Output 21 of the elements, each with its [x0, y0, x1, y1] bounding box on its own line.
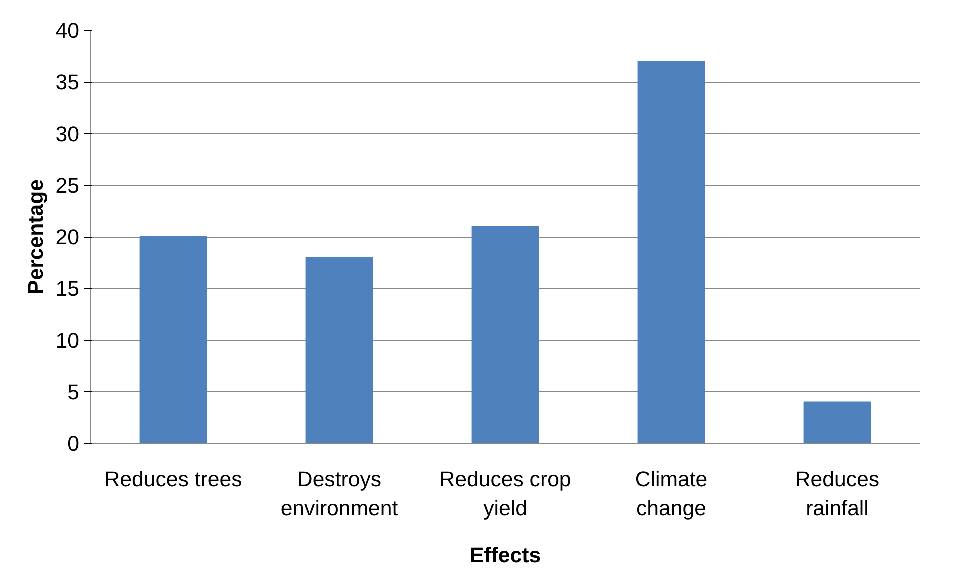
bar [140, 236, 208, 444]
x-tick-label: Climate change [635, 468, 708, 520]
y-tick-label: 30 [56, 122, 80, 146]
x-tick-label: Reduces rainfall [795, 468, 880, 520]
x-tick-label: Reduces trees [104, 468, 242, 492]
y-tick-label: 35 [56, 70, 80, 95]
bar [638, 60, 706, 444]
bar [306, 257, 374, 444]
x-axis-title: Effects [470, 543, 542, 568]
y-tick-label: 0 [68, 432, 80, 456]
x-tick-label: Destroys environment [280, 468, 398, 520]
y-tick-label: 40 [56, 19, 80, 43]
y-tick-label: 25 [56, 174, 80, 198]
y-tick-label: 10 [56, 328, 80, 353]
x-tick-label: Reduces crop yield [440, 468, 572, 520]
bar [804, 402, 872, 444]
y-axis-title: Percentage [24, 179, 48, 294]
y-tick-label: 20 [56, 226, 80, 250]
y-tick-label: 15 [56, 277, 80, 302]
y-tick-label: 5 [68, 380, 80, 404]
bar [472, 226, 540, 444]
